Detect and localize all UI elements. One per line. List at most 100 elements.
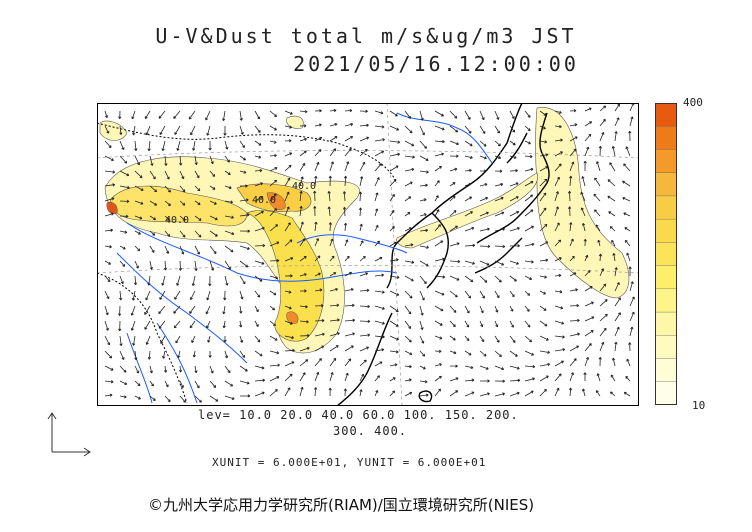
wind-arrow xyxy=(404,196,412,202)
wind-arrow xyxy=(314,318,325,323)
wind-arrow xyxy=(269,110,278,117)
contour-label: 40.0 xyxy=(165,215,189,226)
wind-arrow xyxy=(539,320,548,327)
wind-arrow xyxy=(494,365,505,371)
wind-arrow xyxy=(554,335,565,339)
wind-arrow xyxy=(344,345,354,352)
wind-arrow xyxy=(568,387,573,397)
wind-arrow xyxy=(374,320,385,325)
wind-arrow xyxy=(134,155,141,166)
wind-arrow xyxy=(419,155,429,161)
wind-arrow xyxy=(224,365,231,374)
wind-arrow xyxy=(509,290,515,298)
wind-arrow xyxy=(209,200,217,205)
wind-arrow xyxy=(239,198,249,202)
wind-arrow xyxy=(239,140,245,148)
wind-arrow xyxy=(194,395,202,403)
wind-arrow xyxy=(623,391,631,397)
wind-arrow xyxy=(149,185,158,193)
wind-arrow xyxy=(159,125,166,135)
wind-arrow xyxy=(554,373,562,382)
wind-arrow xyxy=(509,210,520,217)
wind-arrow xyxy=(224,260,231,270)
wind-arrow xyxy=(224,395,235,400)
wind-arrow xyxy=(434,110,444,117)
wind-arrow xyxy=(314,387,318,397)
wind-arrow xyxy=(359,148,368,157)
wind-arrow xyxy=(494,275,502,283)
reference-vector-icon xyxy=(47,412,91,457)
wind-arrow xyxy=(189,320,196,329)
wind-arrow xyxy=(569,358,577,367)
wind-arrow xyxy=(359,373,365,382)
wind-arrow xyxy=(596,373,601,382)
wind-arrow xyxy=(464,182,472,187)
wind-arrow xyxy=(239,335,244,343)
wind-arrow xyxy=(178,365,183,373)
wind-arrow xyxy=(299,255,307,262)
wind-arrow xyxy=(254,125,261,133)
wind-arrow xyxy=(524,390,534,397)
wind-arrow xyxy=(494,305,499,313)
wind-arrow xyxy=(598,253,603,262)
wind-arrow xyxy=(389,140,401,144)
wind-arrow xyxy=(164,230,171,237)
wind-arrow xyxy=(284,335,294,340)
wind-arrow xyxy=(189,290,196,301)
wind-arrow xyxy=(419,275,427,285)
wind-arrow xyxy=(314,123,322,127)
wind-arrow xyxy=(134,140,138,151)
wind-arrow xyxy=(194,260,198,272)
wind-arrow xyxy=(434,140,445,144)
wind-arrow xyxy=(329,136,338,142)
wind-arrow xyxy=(509,140,516,146)
wind-arrow xyxy=(208,350,212,358)
wind-arrow xyxy=(622,196,631,202)
wind-arrow xyxy=(164,200,171,206)
wind-arrow xyxy=(239,350,246,358)
wind-arrow xyxy=(132,125,136,136)
wind-arrow xyxy=(144,320,151,330)
wind-arrow xyxy=(299,346,310,352)
wind-arrow xyxy=(404,260,415,264)
wind-arrow xyxy=(524,335,533,343)
wind-arrow xyxy=(581,388,586,397)
wind-arrow xyxy=(584,330,594,337)
wind-arrow xyxy=(628,130,632,142)
wind-arrow xyxy=(329,318,340,322)
wind-arrow xyxy=(434,166,442,172)
wind-arrow xyxy=(434,195,439,202)
wind-arrow xyxy=(583,160,587,172)
wind-arrow xyxy=(149,380,154,387)
wind-arrow xyxy=(269,241,280,247)
wind-arrow xyxy=(254,243,266,248)
colorbar-band xyxy=(655,265,677,290)
wind-arrow xyxy=(299,289,307,293)
wind-arrow xyxy=(299,320,309,324)
wind-arrow xyxy=(524,242,535,247)
dust-map: 40.0 40.0 40.0 xyxy=(97,103,639,406)
wind-arrow xyxy=(239,229,251,233)
wind-arrow xyxy=(626,358,631,367)
wind-arrow xyxy=(223,335,227,343)
wind-arrow xyxy=(299,110,308,114)
wind-arrow xyxy=(224,215,234,219)
wind-arrow xyxy=(404,320,412,329)
wind-arrow xyxy=(464,260,475,265)
wind-arrow xyxy=(539,153,549,157)
wind-arrow xyxy=(119,350,125,360)
wind-arrow xyxy=(269,305,276,311)
colorbar-band xyxy=(655,311,677,337)
wind-arrow xyxy=(119,260,126,267)
wind-arrow xyxy=(374,110,384,115)
wind-arrow xyxy=(625,146,631,157)
wind-arrow xyxy=(329,238,334,247)
wind-arrow xyxy=(239,394,251,398)
wind-arrow xyxy=(119,140,125,151)
wind-arrow xyxy=(119,395,127,399)
wind-arrow xyxy=(119,230,128,234)
wind-arrow xyxy=(179,380,184,388)
wind-arrow xyxy=(207,335,211,343)
wind-arrow xyxy=(494,379,506,383)
wind-arrow xyxy=(614,131,618,142)
